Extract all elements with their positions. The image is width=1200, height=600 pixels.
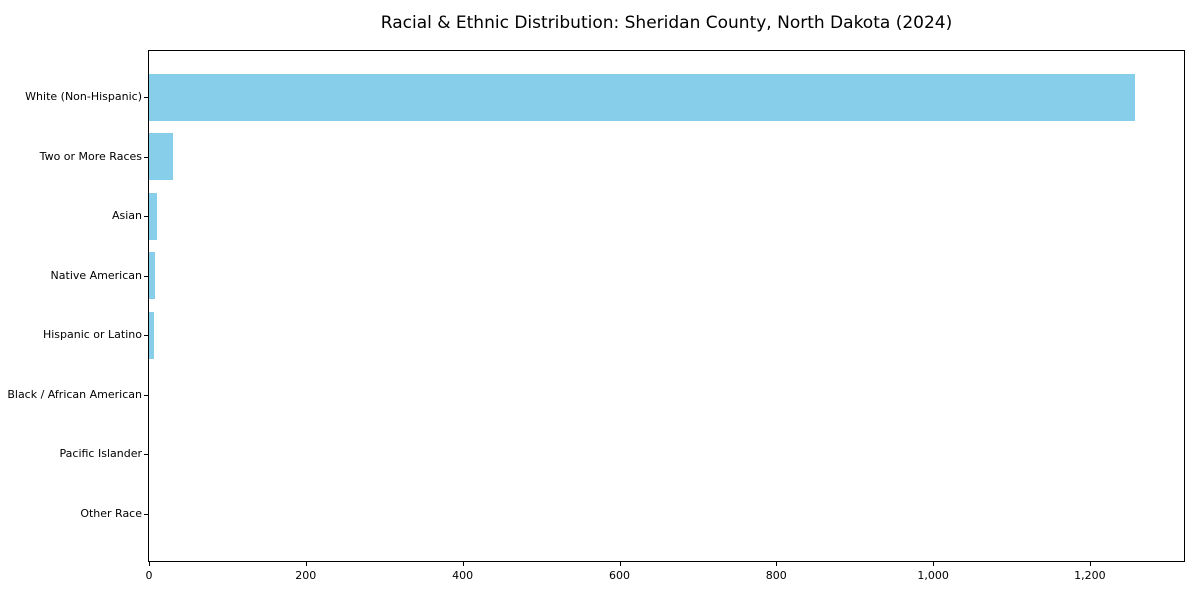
- y-tick-label: Pacific Islander: [59, 447, 142, 460]
- bar: [149, 311, 154, 359]
- bar: [149, 252, 155, 299]
- x-axis-tick: [619, 562, 621, 566]
- x-axis-tick: [933, 562, 935, 566]
- chart-title: Racial & Ethnic Distribution: Sheridan C…: [380, 13, 953, 33]
- x-tick-label: 1,200: [1074, 569, 1106, 582]
- y-axis-tick: [144, 454, 148, 455]
- bar: [149, 133, 173, 180]
- y-axis-tick: [144, 156, 148, 158]
- y-tick-label: Two or More Races: [39, 149, 142, 163]
- y-axis-tick: [144, 335, 148, 336]
- y-tick-label: Hispanic or Latino: [42, 328, 142, 341]
- y-tick-label: Black / African American: [7, 387, 142, 401]
- plot-area: [148, 50, 1185, 562]
- x-tick-label: 200: [295, 569, 317, 582]
- y-tick-label: Asian: [111, 209, 142, 222]
- x-axis-tick: [1089, 562, 1091, 566]
- y-axis-tick: [144, 394, 148, 396]
- y-tick-label: Native American: [50, 268, 142, 282]
- x-tick-label: 400: [452, 569, 474, 582]
- y-axis-tick: [144, 275, 148, 277]
- x-tick-label: 0: [145, 569, 153, 582]
- y-axis-tick: [144, 97, 148, 98]
- x-axis-tick: [149, 562, 150, 566]
- y-tick-label: White (Non-Hispanic): [25, 90, 142, 103]
- x-tick-label: 1,000: [917, 569, 949, 582]
- x-tick-label: 600: [609, 569, 630, 582]
- bar: [149, 192, 157, 240]
- y-axis-tick: [144, 513, 148, 515]
- y-tick-label: Other Race: [80, 506, 142, 520]
- x-axis-tick: [776, 562, 778, 566]
- x-axis-tick: [462, 562, 464, 566]
- bar: [149, 73, 1135, 121]
- x-tick-label: 800: [765, 569, 787, 582]
- y-axis-tick: [144, 216, 148, 217]
- x-axis-tick: [305, 562, 307, 566]
